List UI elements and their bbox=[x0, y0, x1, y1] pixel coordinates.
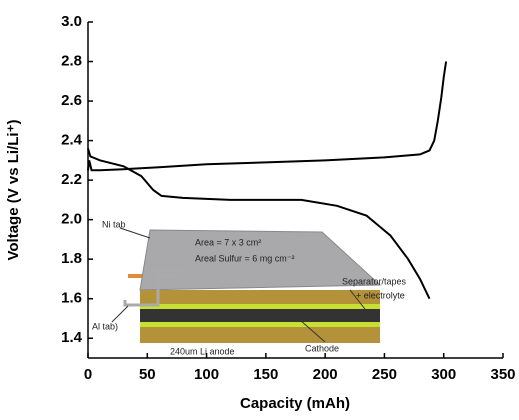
layer bbox=[140, 309, 380, 322]
y-tick-label: 1.8 bbox=[61, 250, 82, 267]
annotation: + electrolyte bbox=[356, 290, 405, 300]
x-tick-label: 250 bbox=[372, 366, 397, 383]
y-tick-label: 2.6 bbox=[61, 92, 82, 109]
ni-tab bbox=[128, 274, 150, 278]
y-tick-label: 2.0 bbox=[61, 211, 82, 228]
pointer bbox=[119, 227, 151, 239]
y-tick-label: 2.8 bbox=[61, 52, 82, 69]
cell-top bbox=[139, 229, 382, 291]
x-tick-label: 300 bbox=[431, 366, 456, 383]
pointer bbox=[111, 305, 129, 323]
annotation: Separator/tapes bbox=[342, 276, 407, 286]
y-tick-label: 3.0 bbox=[61, 13, 82, 30]
layer bbox=[140, 327, 380, 343]
layer bbox=[140, 304, 380, 309]
pointer bbox=[299, 319, 326, 343]
annotation: Areal Sulfur = 6 mg cm⁻² bbox=[195, 253, 295, 263]
y-tick-label: 2.4 bbox=[61, 132, 83, 149]
annotation: Ni tab bbox=[102, 219, 126, 229]
line-series bbox=[87, 148, 431, 300]
x-tick-label: 100 bbox=[194, 366, 219, 383]
layer bbox=[140, 290, 380, 304]
pointer bbox=[349, 289, 373, 319]
annotation: Area = 7 x 3 cm² bbox=[195, 237, 261, 247]
x-tick-label: 150 bbox=[253, 366, 278, 383]
x-tick-label: 0 bbox=[84, 366, 92, 383]
y-axis-label: Voltage (V vs Li/Li⁺) bbox=[5, 120, 22, 261]
y-tick-label: 2.2 bbox=[61, 171, 82, 188]
al-tab bbox=[123, 268, 182, 307]
annotation: Cathode bbox=[305, 343, 339, 353]
annotation: Al tab) bbox=[92, 321, 118, 331]
line-series bbox=[87, 61, 448, 172]
x-tick-label: 50 bbox=[139, 366, 156, 383]
y-tick-label: 1.6 bbox=[61, 290, 82, 307]
x-tick-label: 350 bbox=[490, 366, 515, 383]
layer bbox=[140, 322, 380, 327]
annotation: 240um Li anode bbox=[170, 346, 235, 356]
y-tick-label: 1.4 bbox=[61, 329, 83, 346]
inset-cell bbox=[111, 227, 382, 343]
x-tick-label: 200 bbox=[313, 366, 338, 383]
x-axis-label: Capacity (mAh) bbox=[240, 395, 350, 412]
